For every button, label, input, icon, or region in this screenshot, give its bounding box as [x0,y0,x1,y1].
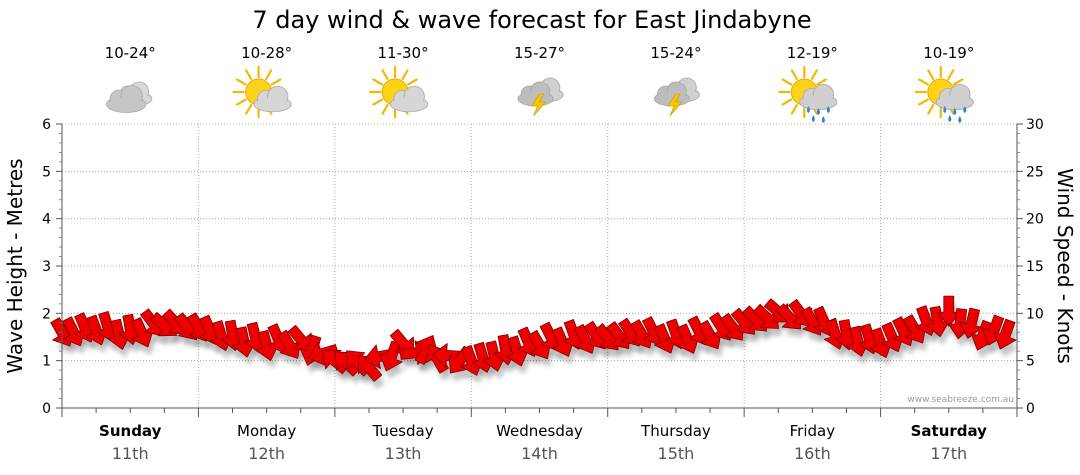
left-tick-label: 2 [42,306,51,322]
right-tick-label: 20 [1026,212,1044,228]
right-tick-label: 30 [1026,117,1044,133]
partly-cloudy-icon [232,65,292,119]
wind-arrow [277,329,302,359]
day-name-label: Sunday [99,422,162,440]
day-temp-range: 10-28° [241,44,292,62]
sun-showers-icon [778,65,838,123]
day-date-label: 17th [930,444,967,463]
wind-arrow [414,335,438,365]
wind-arrow [752,303,779,329]
day-date-label: 12th [248,444,285,463]
sun-showers-icon [914,65,974,123]
left-axis-title: Wave Height - Metres [3,158,27,373]
left-tick-label: 4 [42,212,51,228]
day-temp-range: 10-24° [105,44,156,62]
right-tick-label: 10 [1026,306,1044,322]
chart-title: 7 day wind & wave forecast for East Jind… [252,6,811,34]
day-date-label: 11th [112,444,149,463]
storm-icon [517,77,564,117]
wind-arrow [925,305,950,338]
day-date-label: 14th [521,444,558,463]
grid [62,123,1017,408]
day-name-label: Thursday [640,422,711,440]
wind-arrow [460,344,484,376]
axes: 0 1 2 3 4 5 6 0 5 10 15 20 25 30 [42,117,1044,417]
day-name-label: Monday [237,422,296,440]
storm-icon [653,77,700,117]
wind-arrow [573,323,597,354]
day-temp-range: 11-30° [378,44,429,62]
weather-row: 10-24° 10-28° 11-30° 15-27° 15-24° 12-19° 10-1… [105,44,974,123]
left-tick-label: 0 [42,401,51,417]
wind-arrow [62,316,86,347]
day-temp-range: 10-19° [923,44,974,62]
partly-cloudy-icon [368,65,429,119]
wind-arrow [846,325,871,357]
day-labels: Sunday 11th Monday 12th Tuesday 13th Wednesday… [99,422,987,463]
day-name-label: Tuesday [372,422,434,440]
left-tick-label: 1 [42,354,51,370]
day-date-label: 16th [794,444,831,463]
right-axis-title: Wind Speed - Knots [1053,168,1077,364]
right-tick-label: 15 [1026,259,1044,275]
left-tick-label: 5 [42,164,51,180]
left-tick-label: 3 [42,259,51,275]
day-temp-range: 15-27° [514,44,565,62]
left-tick-label: 6 [42,117,51,133]
day-name-label: Saturday [911,422,988,440]
day-date-label: 13th [385,444,422,463]
right-tick-label: 25 [1026,164,1044,180]
right-tick-label: 5 [1026,354,1035,370]
day-name-label: Wednesday [496,422,583,440]
wind-arrow [993,318,1017,350]
wind-arrow [379,340,403,372]
wind-arrow [958,307,984,339]
wind-arrow [936,295,962,327]
wind-arrows [50,295,1017,382]
day-temp-range: 15-24° [650,44,701,62]
wind-arrow [720,312,744,341]
day-date-label: 15th [658,444,695,463]
credit-text: www.seabreeze.com.au [907,395,1014,405]
cloudy-icon [106,81,153,113]
day-name-label: Friday [790,422,836,440]
right-tick-label: 0 [1026,401,1035,417]
day-temp-range: 12-19° [787,44,838,62]
